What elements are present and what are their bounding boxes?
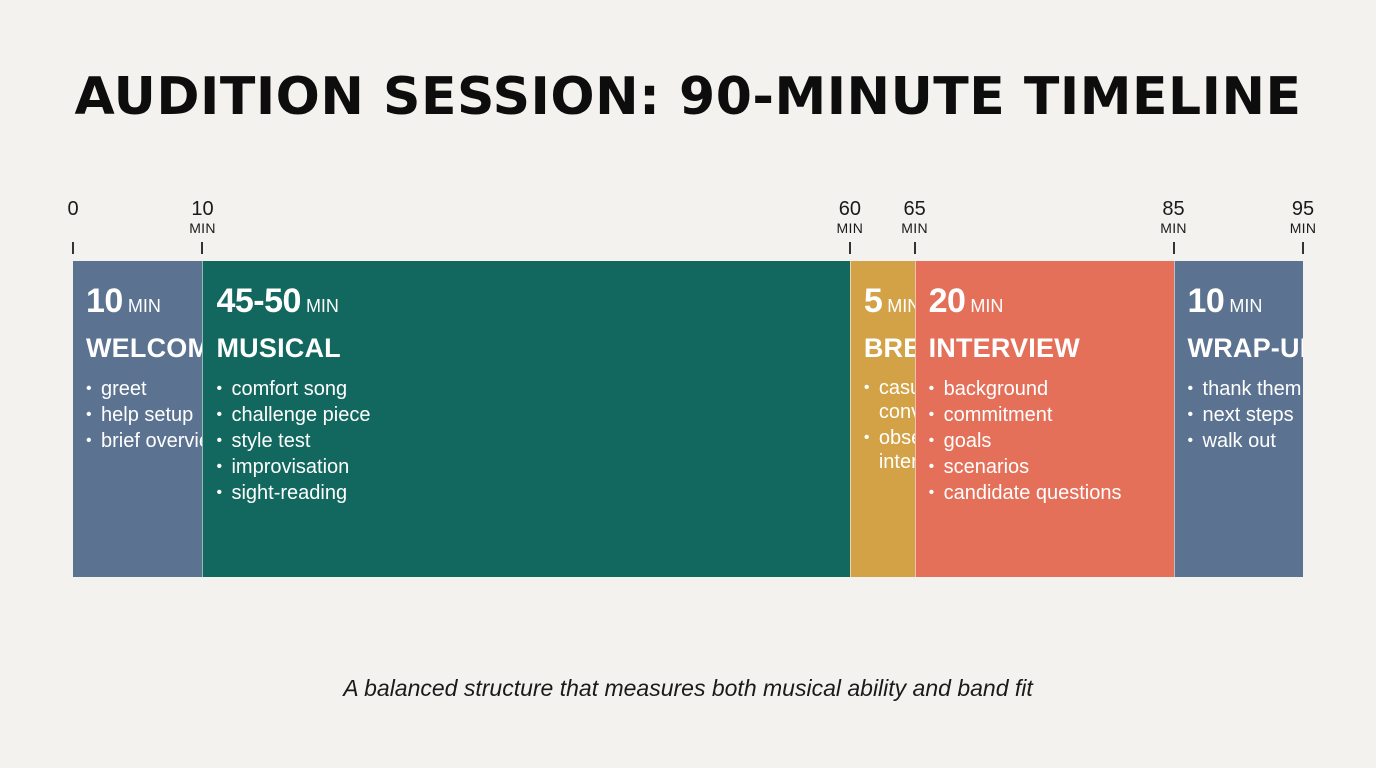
axis-tick-mark [1172, 242, 1175, 254]
segment-duration: 20 MIN [929, 281, 1174, 328]
duration-value: 5 [863, 282, 883, 320]
duration-unit: MIN [305, 296, 339, 316]
activity-item: thank them [1188, 376, 1303, 402]
activity-item: next steps [1188, 402, 1303, 428]
axis-tick-value: 65 [903, 198, 926, 220]
axis-tick-unit: MIN [1160, 220, 1187, 236]
activity-item: commitment [929, 402, 1174, 428]
axis-tick-mark [848, 242, 851, 254]
timeline-bar: 10MINWELCOMEgreethelp setupbrief overvie… [73, 261, 1303, 577]
segment-activity-list: backgroundcommitmentgoalsscenarioscandid… [929, 376, 1174, 506]
activity-item: candidate questions [929, 480, 1174, 506]
axis-tick-mark [1302, 242, 1304, 254]
activity-item: goals [929, 428, 1174, 454]
duration-unit: MIN [970, 296, 1004, 316]
duration-value: 45-50 [216, 282, 301, 320]
activity-item: observe interaction [864, 426, 915, 474]
activity-item: style test [216, 428, 849, 454]
segment-activity-list: thank themnext stepswalk out [1188, 376, 1303, 454]
axis-tick-mark [913, 242, 916, 254]
axis-tick-value: 85 [1162, 198, 1185, 220]
activity-item: casual conversation [864, 376, 915, 424]
axis-tick-label: 60 MIN [820, 198, 880, 236]
segment-duration: 45-50 MIN [216, 281, 849, 328]
page-title: AUDITION SESSION: 90-MINUTE TIMELINE [74, 67, 1302, 127]
axis-tick-mark [72, 242, 74, 254]
activity-item: brief overview [86, 428, 202, 454]
segment-duration: 10 MIN [86, 281, 202, 328]
segment-title: WRAP-UP [1187, 333, 1303, 363]
activity-item: challenge piece [216, 402, 849, 428]
axis-tick-value: 10 [191, 198, 214, 220]
segment-title: MUSICAL [216, 333, 341, 363]
axis-tick-value: 0 [67, 198, 79, 220]
duration-value: 10 [86, 282, 123, 320]
axis-tick-unit: MIN [901, 220, 928, 236]
segment-duration: 10 MIN [1188, 281, 1303, 328]
axis-tick-label: 85 MIN [1144, 198, 1204, 236]
activity-item: greet [86, 376, 202, 402]
axis-tick-value: 60 [838, 198, 861, 220]
duration-unit: MIN [1229, 296, 1263, 316]
activity-item: comfort song [216, 376, 849, 402]
axis-tick-label: 95 MIN [1273, 198, 1333, 236]
axis-tick-value: 95 [1291, 198, 1315, 220]
segment-activity-list: casual conversationobserve interaction [864, 376, 915, 474]
segment-title: WELCOME [86, 333, 203, 363]
axis-tick-unit: MIN [189, 220, 216, 236]
segment-activity-list: greethelp setupbrief overview [86, 376, 202, 454]
segment-activity-list: comfort songchallenge piecestyle testimp… [216, 376, 849, 506]
caption: A balanced structure that measures both … [343, 675, 1033, 701]
duration-value: 10 [1187, 282, 1225, 320]
duration-unit: MIN [887, 296, 914, 316]
segment-title: INTERVIEW [928, 333, 1080, 363]
axis-tick-unit: MIN [836, 220, 864, 236]
axis-tick-mark [201, 242, 204, 254]
segment-title: BREAK [863, 333, 915, 363]
duration-unit: MIN [127, 296, 161, 316]
activity-item: walk out [1188, 428, 1303, 454]
activity-item: sight-reading [216, 480, 849, 506]
axis-tick-label: 65 MIN [885, 198, 945, 236]
activity-item: scenarios [929, 454, 1174, 480]
activity-item: help setup [86, 402, 202, 428]
activity-item: improvisation [216, 454, 849, 480]
axis-tick-label: 10 MIN [172, 198, 232, 236]
axis-tick-unit: MIN [1289, 220, 1317, 236]
duration-value: 20 [928, 282, 966, 320]
activity-item: background [929, 376, 1174, 402]
axis-tick-label: 0 [43, 198, 103, 220]
